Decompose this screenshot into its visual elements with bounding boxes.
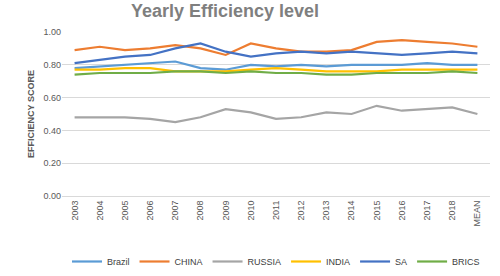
svg-text:CHINA: CHINA (175, 257, 203, 267)
svg-text:0.40: 0.40 (43, 126, 61, 136)
svg-text:2003: 2003 (70, 201, 80, 221)
svg-text:2007: 2007 (170, 201, 180, 221)
svg-text:MEAN: MEAN (472, 201, 482, 227)
svg-text:2008: 2008 (195, 201, 205, 221)
svg-text:2017: 2017 (422, 201, 432, 221)
svg-text:2006: 2006 (145, 201, 155, 221)
svg-text:RUSSIA: RUSSIA (248, 257, 282, 267)
svg-text:Brazil: Brazil (107, 257, 130, 267)
svg-text:2005: 2005 (120, 201, 130, 221)
svg-text:0.80: 0.80 (43, 60, 61, 70)
svg-text:2009: 2009 (221, 201, 231, 221)
svg-text:2015: 2015 (372, 201, 382, 221)
svg-text:BRICS: BRICS (452, 257, 480, 267)
svg-text:2010: 2010 (246, 201, 256, 221)
svg-text:Yearly Efficiency level: Yearly Efficiency level (131, 1, 319, 21)
svg-text:2014: 2014 (346, 201, 356, 221)
svg-text:2018: 2018 (447, 201, 457, 221)
svg-text:SA: SA (395, 257, 407, 267)
svg-text:EFFICIENCY SCORE: EFFICIENCY SCORE (26, 70, 36, 158)
svg-text:2011: 2011 (271, 201, 281, 220)
svg-text:2016: 2016 (397, 201, 407, 221)
svg-text:0.60: 0.60 (43, 93, 61, 103)
svg-text:0.00: 0.00 (43, 191, 61, 201)
svg-text:2013: 2013 (321, 201, 331, 221)
svg-text:2004: 2004 (95, 201, 105, 221)
svg-text:1.00: 1.00 (43, 27, 61, 37)
svg-text:INDIA: INDIA (326, 257, 350, 267)
svg-text:0.20: 0.20 (43, 158, 61, 168)
svg-text:2012: 2012 (296, 201, 306, 221)
